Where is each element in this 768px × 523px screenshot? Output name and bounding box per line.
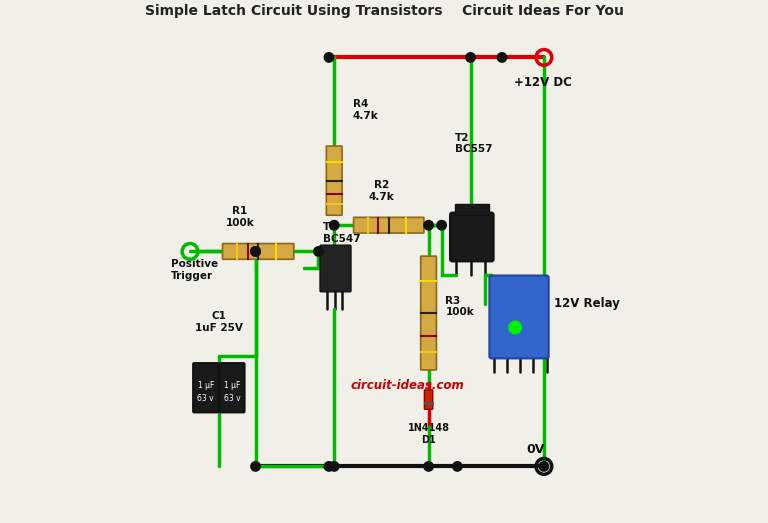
Circle shape [251, 462, 260, 471]
FancyBboxPatch shape [320, 245, 351, 292]
Circle shape [324, 53, 333, 62]
Text: 1 µF: 1 µF [223, 381, 240, 390]
Title: Simple Latch Circuit Using Transistors    Circuit Ideas For You: Simple Latch Circuit Using Transistors C… [144, 4, 624, 18]
FancyBboxPatch shape [450, 213, 494, 262]
FancyBboxPatch shape [223, 244, 294, 259]
Text: 1 µF: 1 µF [197, 381, 214, 390]
Text: 1N4148
D1: 1N4148 D1 [408, 424, 449, 445]
Text: R3
100k: R3 100k [445, 295, 474, 317]
Circle shape [452, 462, 462, 471]
FancyBboxPatch shape [421, 256, 436, 370]
Text: T1
BC547: T1 BC547 [323, 222, 360, 244]
Text: 63 v: 63 v [197, 394, 214, 403]
FancyBboxPatch shape [193, 363, 218, 413]
Text: circuit-ideas.com: circuit-ideas.com [351, 379, 465, 392]
Text: Positive
Trigger: Positive Trigger [170, 259, 217, 280]
Text: R1
100k: R1 100k [226, 206, 254, 228]
Circle shape [329, 462, 339, 471]
FancyBboxPatch shape [455, 204, 489, 215]
Text: C1
1uF 25V: C1 1uF 25V [195, 311, 243, 333]
Circle shape [466, 53, 475, 62]
Text: 12V Relay: 12V Relay [554, 298, 621, 310]
Circle shape [424, 462, 433, 471]
Text: 63 v: 63 v [223, 394, 240, 403]
Text: T2
BC557: T2 BC557 [455, 133, 492, 154]
Circle shape [251, 247, 260, 256]
Circle shape [497, 53, 507, 62]
Circle shape [329, 221, 339, 230]
Circle shape [424, 221, 433, 230]
Circle shape [324, 462, 333, 471]
Circle shape [539, 462, 548, 471]
Text: +12V DC: +12V DC [514, 76, 572, 89]
Text: 0V: 0V [527, 443, 545, 456]
Circle shape [251, 247, 260, 256]
FancyBboxPatch shape [326, 146, 342, 215]
Text: R2
4.7k: R2 4.7k [369, 180, 394, 201]
Circle shape [508, 321, 521, 334]
Circle shape [437, 221, 446, 230]
FancyBboxPatch shape [489, 276, 548, 358]
Text: R4
4.7k: R4 4.7k [353, 99, 379, 121]
FancyBboxPatch shape [220, 363, 244, 413]
Circle shape [314, 247, 323, 256]
FancyBboxPatch shape [353, 218, 424, 233]
Circle shape [251, 247, 260, 256]
FancyBboxPatch shape [425, 390, 432, 410]
